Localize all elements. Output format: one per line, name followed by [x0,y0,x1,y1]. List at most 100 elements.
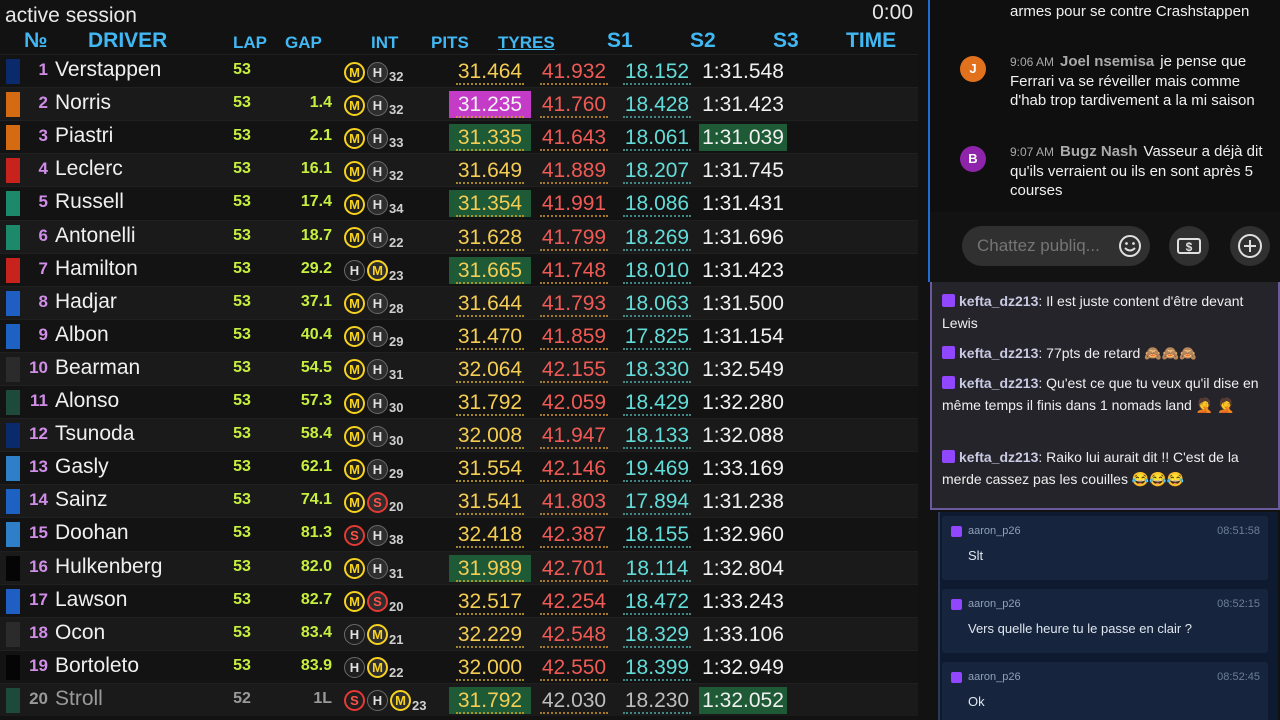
driver-row[interactable]: 11 Alonso 53 57.3 M H 30 31.792 42.059 18.… [0,385,918,418]
sector-1-minisectors [456,182,524,185]
sector-3-value: 17.825 [624,324,690,348]
sector-1-value: 31.335 [457,126,523,150]
lap-time: 1:32.949 [702,655,784,679]
lap-count: 53 [233,392,251,409]
chat-input[interactable] [962,226,1150,266]
header-tyres[interactable]: TYRES [498,33,555,52]
driver-row[interactable]: 10 Bearman 53 54.5 M H 31 32.064 42.155 18… [0,351,918,385]
plus-icon[interactable] [1230,226,1270,266]
driver-row[interactable]: 19 Bortoleto 53 83.9 H M 22 32.000 42.550 … [0,649,918,683]
sector-3-value: 18.230 [624,688,690,712]
driver-row[interactable]: 8 Hadjar 53 37.1 M H 28 31.644 41.793 18.0… [0,285,918,319]
driver-row[interactable]: 20 Stroll 52 1L S H M 23 31.792 42.030 18.2… [0,682,918,716]
lap-time: 1:32.052 [699,686,787,714]
sector-2-time: 41.799 [533,224,615,251]
twitch-message: kefta_dz213: Qu'est ce que tu veux qu'il… [942,372,1276,416]
message-author[interactable]: Bugz Nash [1060,143,1138,160]
driver-row[interactable]: 6 Antonelli 53 18.7 M H 22 31.628 41.799 1… [0,219,918,253]
tyre-hard-icon: H [367,293,388,315]
driver-row[interactable]: 2 Norris 53 1.4 M H 32 31.235 41.760 18.42… [0,87,918,121]
team-color-bar [6,257,20,283]
tyre-age: 23 [412,697,427,713]
sector-1-time: 31.792 [449,686,531,714]
overlay-message: aaron_p26 08:52:15 Vers quelle heure tu le… [942,589,1268,653]
lap-count: 53 [233,160,251,178]
header-pits: PITS [431,33,469,52]
driver-row[interactable]: 7 Hamilton 53 29.2 H M 23 31.665 41.748 18… [0,252,918,286]
tyre-medium-icon: M [390,690,411,712]
sector-3-time: 18.086 [616,190,698,218]
sector-1-minisectors [456,711,524,714]
sector-3-minisectors [623,480,691,483]
tyre-medium-icon: M [344,458,365,480]
sector-3-minisectors [623,83,691,85]
position: 12 [29,424,48,444]
driver-row[interactable]: 12 Tsunoda 53 58.4 M H 30 32.008 41.947 18… [0,418,918,452]
sector-2-minisectors [540,513,608,516]
lap-time: 1:31.039 [699,124,787,152]
tyre-history: M H 33 [344,126,403,150]
sector-1-minisectors [456,546,524,549]
sector-3-minisectors [623,314,691,317]
sector-1-time: 31.989 [449,554,531,582]
gap-value: 1L [313,689,332,707]
driver-row[interactable]: 18 Ocon 53 83.4 H M 21 32.229 42.548 18.32… [0,616,918,650]
overlay-scrollbar[interactable] [938,512,940,720]
team-color-bar [6,489,20,515]
twitch-username[interactable]: kefta_dz213 [959,293,1039,309]
sector-1-time: 31.541 [449,488,531,516]
sector-1-value: 31.792 [457,391,523,414]
driver-name: Doohan [55,521,129,545]
header-pos: № [24,29,48,52]
sector-1-minisectors [456,678,524,681]
driver-row[interactable]: 15 Doohan 53 81.3 S H 38 32.418 42.387 18.… [0,517,918,551]
tyre-hard-icon: H [344,657,365,679]
driver-row[interactable]: 9 Albon 53 40.4 M H 29 31.470 41.859 17.82… [0,318,918,352]
lap-count: 53 [233,524,251,542]
twitch-username[interactable]: kefta_dz213 [959,449,1039,465]
dollar-icon[interactable]: $ [1169,226,1209,266]
lap-count: 53 [233,61,251,78]
sector-2-time: 42.030 [533,687,615,714]
driver-row[interactable]: 17 Lawson 53 82.7 M S 20 32.517 42.254 18.… [0,583,918,617]
sector-2-time: 42.155 [533,356,615,383]
driver-row[interactable]: 3 Piastri 53 2.1 M H 33 31.335 41.643 18.0… [0,120,918,154]
message-author[interactable]: Joel nsemisa [1060,53,1155,70]
user-avatar[interactable]: B [960,146,986,172]
driver-row[interactable]: 5 Russell 53 17.4 M H 34 31.354 41.991 18.… [0,186,918,220]
sector-3-value: 18.061 [624,126,690,150]
sector-3-minisectors [623,645,691,648]
tyre-hard-icon: H [367,61,388,83]
twitch-username[interactable]: kefta_dz213 [959,375,1039,391]
twitch-icon [951,526,962,537]
twitch-icon [942,450,955,463]
driver-row[interactable]: 4 Leclerc 53 16.1 M H 32 31.649 41.889 18.… [0,153,918,187]
team-color-bar [6,92,20,118]
user-avatar[interactable]: J [960,56,986,82]
tyre-medium-icon: M [344,127,365,149]
tyre-age: 31 [389,565,404,581]
driver-row[interactable]: 13 Gasly 53 62.1 M H 29 31.554 42.146 19.4… [0,451,918,485]
tyre-soft-icon: S [344,690,365,712]
driver-row[interactable]: 14 Sainz 53 74.1 M S 20 31.541 41.803 17.8… [0,484,918,518]
tyre-medium-icon: M [344,160,365,182]
tyre-hard-icon: H [367,458,388,480]
gap-value: 37.1 [300,292,332,310]
sector-1-time: 31.354 [449,190,531,218]
position: 18 [29,622,48,642]
twitch-icon [951,672,962,683]
driver-row[interactable]: 16 Hulkenberg 53 82.0 M H 31 31.989 42.701… [0,550,918,584]
sector-1-time: 32.229 [449,621,531,648]
smile-icon[interactable] [1110,226,1150,266]
sector-2-value: 42.146 [541,457,607,481]
tyre-hard-icon: H [367,193,388,215]
driver-row[interactable]: 1 Verstappen 53 M H 32 31.464 41.932 18.15… [0,54,918,87]
sector-3-time: 18.207 [616,157,698,185]
lap-count: 53 [233,94,251,112]
lap-time: 1:31.431 [702,192,784,216]
tyre-hard-icon: H [367,392,388,414]
lap-time: 1:31.238 [702,490,784,514]
position: 20 [29,688,48,708]
twitch-username[interactable]: kefta_dz213 [959,345,1039,361]
sector-3-time: 18.329 [616,621,698,648]
